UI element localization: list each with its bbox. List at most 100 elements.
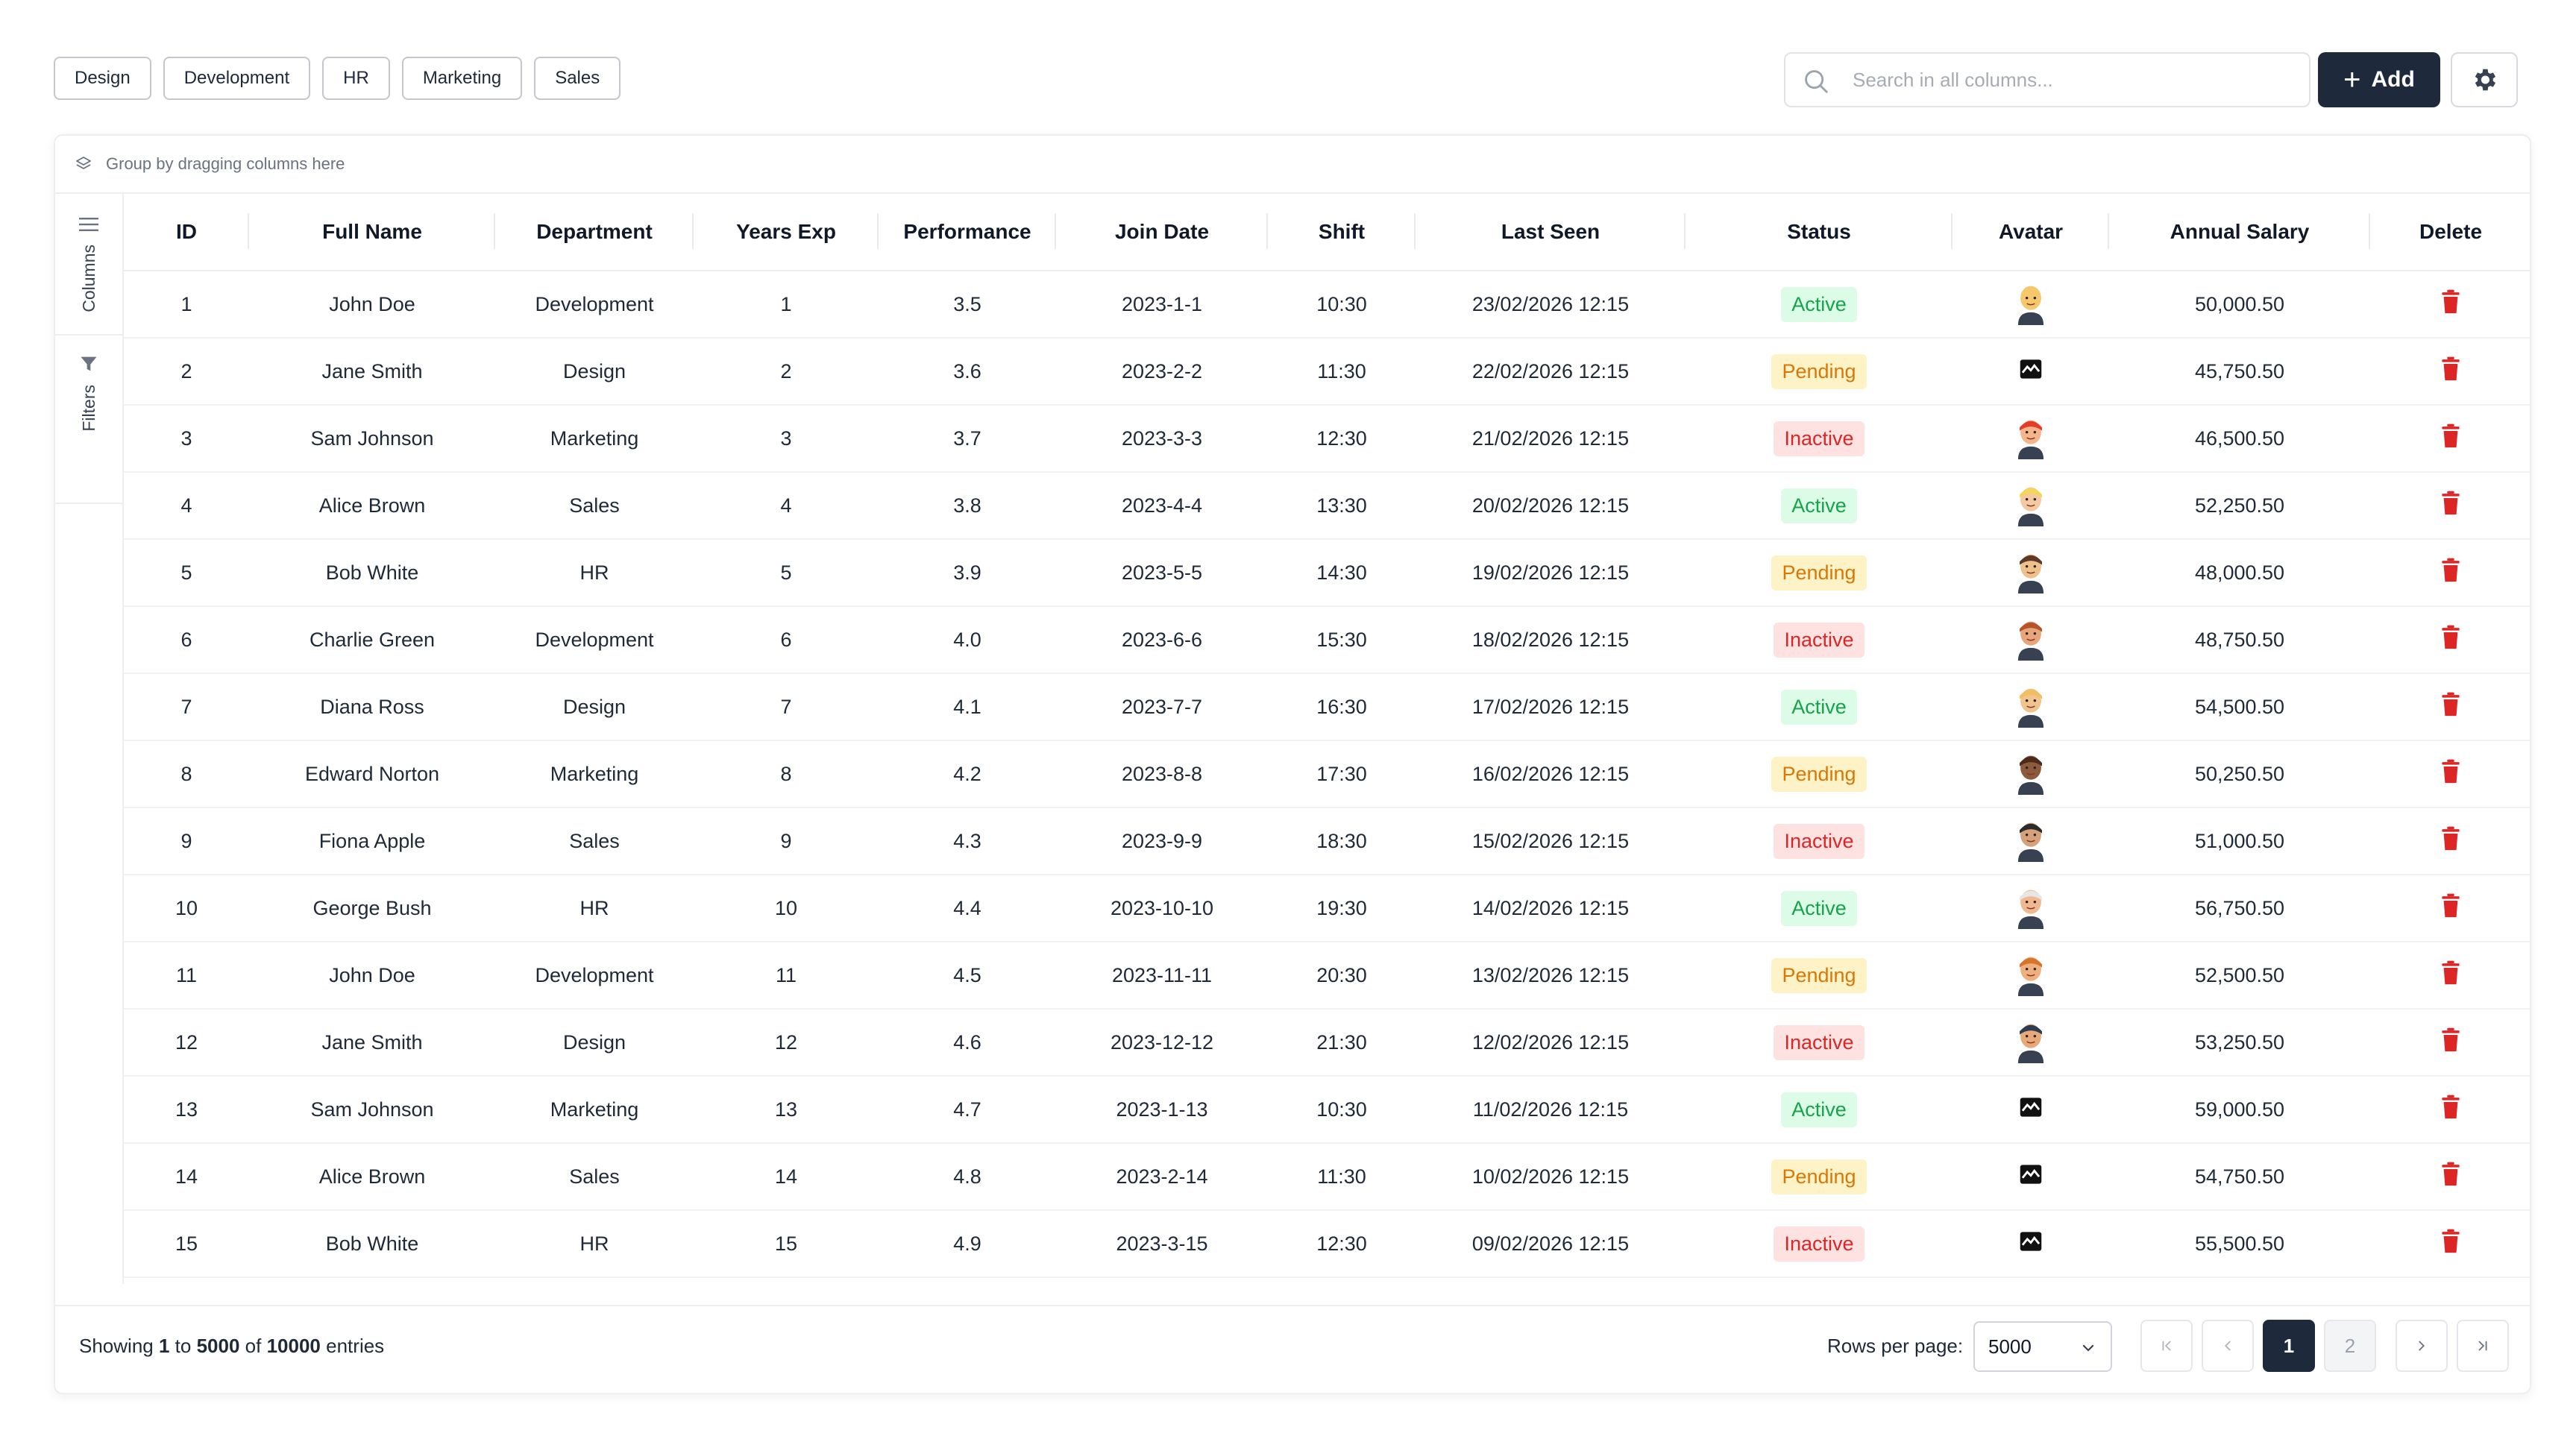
status-cell: Active [1686, 472, 1953, 540]
rows-per-page-select[interactable]: 5000 [1973, 1321, 2112, 1372]
column-header[interactable]: Years Exp [694, 194, 879, 271]
column-header[interactable]: Status [1686, 194, 1953, 271]
broken-image-icon [2017, 1093, 2045, 1127]
id-cell: 4 [124, 472, 249, 540]
trash-icon[interactable] [2440, 826, 2461, 857]
column-resize-handle[interactable] [2369, 213, 2370, 249]
last-seen-cell: 14/02/2026 12:15 [1416, 875, 1686, 942]
chip-sales[interactable]: Sales [534, 57, 621, 100]
table-row[interactable]: 12 Jane Smith Design 12 4.6 2023-12-12 21:30 12… [124, 1009, 2530, 1077]
last-seen-cell: 21/02/2026 12:15 [1416, 405, 1686, 473]
table-row[interactable]: 1 John Doe Development 1 3.5 2023-1-1 10:30 23/… [124, 271, 2530, 339]
column-resize-handle[interactable] [1055, 213, 1056, 249]
table-row[interactable]: 4 Alice Brown Sales 4 3.8 2023-4-4 13:30 20/02/… [124, 472, 2530, 540]
column-header[interactable]: ID [124, 194, 249, 271]
column-resize-handle[interactable] [877, 213, 879, 249]
page-2-button[interactable]: 2 [2324, 1320, 2376, 1372]
join-date-cell: 2023-2-2 [1056, 338, 1268, 406]
column-header[interactable]: Performance [879, 194, 1056, 271]
trash-icon[interactable] [2440, 1027, 2461, 1058]
column-header-label: Department [536, 220, 653, 243]
avatar-cell [1953, 807, 2109, 875]
column-header[interactable]: Annual Salary [2109, 194, 2370, 271]
trash-icon[interactable] [2440, 424, 2461, 454]
column-resize-handle[interactable] [1414, 213, 1416, 249]
department-cell: Marketing [495, 405, 694, 473]
last-page-button[interactable] [2457, 1320, 2509, 1372]
search-input[interactable] [1851, 67, 2272, 92]
chip-development[interactable]: Development [163, 57, 311, 100]
columns-panel-toggle[interactable]: Columns [55, 215, 122, 312]
status-badge: Pending [1771, 555, 1867, 591]
next-page-button[interactable] [2396, 1320, 2448, 1372]
column-resize-handle[interactable] [248, 213, 249, 249]
column-header[interactable]: Delete [2370, 194, 2530, 271]
prev-page-button[interactable] [2202, 1320, 2254, 1372]
chip-marketing[interactable]: Marketing [401, 57, 523, 100]
trash-icon[interactable] [2440, 893, 2461, 924]
table-scroll-area[interactable]: ID Full Name Department Years Exp Performanc… [124, 194, 2530, 1284]
delete-cell [2370, 942, 2530, 1010]
settings-button[interactable] [2451, 52, 2518, 107]
status-cell: Inactive [1686, 606, 1953, 674]
table-row[interactable]: 14 Alice Brown Sales 14 4.8 2023-2-14 11:30 10/… [124, 1143, 2530, 1211]
status-badge: Inactive [1774, 421, 1865, 456]
shift-cell: 13:30 [1268, 472, 1416, 540]
trash-icon[interactable] [2440, 759, 2461, 790]
trash-icon[interactable] [2440, 692, 2461, 722]
trash-icon[interactable] [2440, 289, 2461, 320]
group-by-bar[interactable]: Group by dragging columns here [55, 136, 2530, 194]
table-row[interactable]: 9 Fiona Apple Sales 9 4.3 2023-9-9 18:30 15/02/… [124, 807, 2530, 875]
first-page-button[interactable] [2140, 1320, 2193, 1372]
table-row[interactable]: 7 Diana Ross Design 7 4.1 2023-7-7 16:30 17/02/… [124, 673, 2530, 741]
chip-hr[interactable]: HR [322, 57, 390, 100]
entries-summary: Showing 1 to 5000 of 10000 entries [79, 1335, 385, 1357]
join-date-cell: 2023-7-7 [1056, 673, 1268, 741]
column-header[interactable]: Department [495, 194, 694, 271]
table-row[interactable]: 15 Bob White HR 15 4.9 2023-3-15 12:30 09/02/20… [124, 1210, 2530, 1278]
side-divider [55, 334, 122, 336]
column-header-label: Last Seen [1501, 220, 1600, 243]
column-resize-handle[interactable] [692, 213, 694, 249]
column-resize-handle[interactable] [1951, 213, 1953, 249]
trash-icon[interactable] [2440, 356, 2461, 387]
table-row[interactable]: 5 Bob White HR 5 3.9 2023-5-5 14:30 19/02/2026 … [124, 539, 2530, 607]
trash-icon[interactable] [2440, 960, 2461, 991]
trash-icon[interactable] [2440, 491, 2461, 521]
annual-salary-cell: 46,500.50 [2109, 405, 2370, 473]
status-badge: Pending [1771, 1159, 1867, 1194]
shift-cell: 12:30 [1268, 405, 1416, 473]
table-row[interactable]: 13 Sam Johnson Marketing 13 4.7 2023-1-13 10:3… [124, 1076, 2530, 1144]
chip-design[interactable]: Design [54, 57, 151, 100]
table-row[interactable]: 2 Jane Smith Design 2 3.6 2023-2-2 11:30 22/02/… [124, 338, 2530, 406]
column-resize-handle[interactable] [1266, 213, 1268, 249]
page-1-button[interactable]: 1 [2263, 1320, 2315, 1372]
table-row[interactable]: 11 John Doe Development 11 4.5 2023-11-11 20:3… [124, 942, 2530, 1010]
trash-icon[interactable] [2440, 1162, 2461, 1192]
status-cell: Pending [1686, 539, 1953, 607]
id-cell: 7 [124, 673, 249, 741]
table-row[interactable]: 8 Edward Norton Marketing 8 4.2 2023-8-8 17:30… [124, 740, 2530, 808]
add-button[interactable]: + Add [2318, 52, 2440, 107]
column-header[interactable]: Shift [1268, 194, 1416, 271]
column-header[interactable]: Full Name [249, 194, 495, 271]
annual-salary-cell: 52,250.50 [2109, 472, 2370, 540]
column-header[interactable]: Last Seen [1416, 194, 1686, 271]
join-date-cell: 2023-3-15 [1056, 1210, 1268, 1278]
annual-salary-cell: 45,750.50 [2109, 338, 2370, 406]
table-row[interactable]: 3 Sam Johnson Marketing 3 3.7 2023-3-3 12:30 21… [124, 405, 2530, 473]
column-header[interactable]: Join Date [1056, 194, 1268, 271]
column-header[interactable]: Avatar [1953, 194, 2109, 271]
trash-icon[interactable] [2440, 1229, 2461, 1259]
filters-panel-toggle[interactable]: Filters [55, 353, 122, 432]
column-resize-handle[interactable] [1684, 213, 1686, 249]
trash-icon[interactable] [2440, 1095, 2461, 1125]
broken-image-icon [2017, 1160, 2045, 1194]
trash-icon[interactable] [2440, 625, 2461, 655]
trash-icon[interactable] [2440, 558, 2461, 588]
table-row[interactable]: 10 George Bush HR 10 4.4 2023-10-10 19:30 14/02… [124, 875, 2530, 942]
column-resize-handle[interactable] [2108, 213, 2109, 249]
table-row[interactable]: 6 Charlie Green Development 6 4.0 2023-6-6 15:… [124, 606, 2530, 674]
table-row[interactable]: 16Charlie GreenDevelopment13.52023-4-161… [124, 1277, 2530, 1284]
column-resize-handle[interactable] [494, 213, 495, 249]
